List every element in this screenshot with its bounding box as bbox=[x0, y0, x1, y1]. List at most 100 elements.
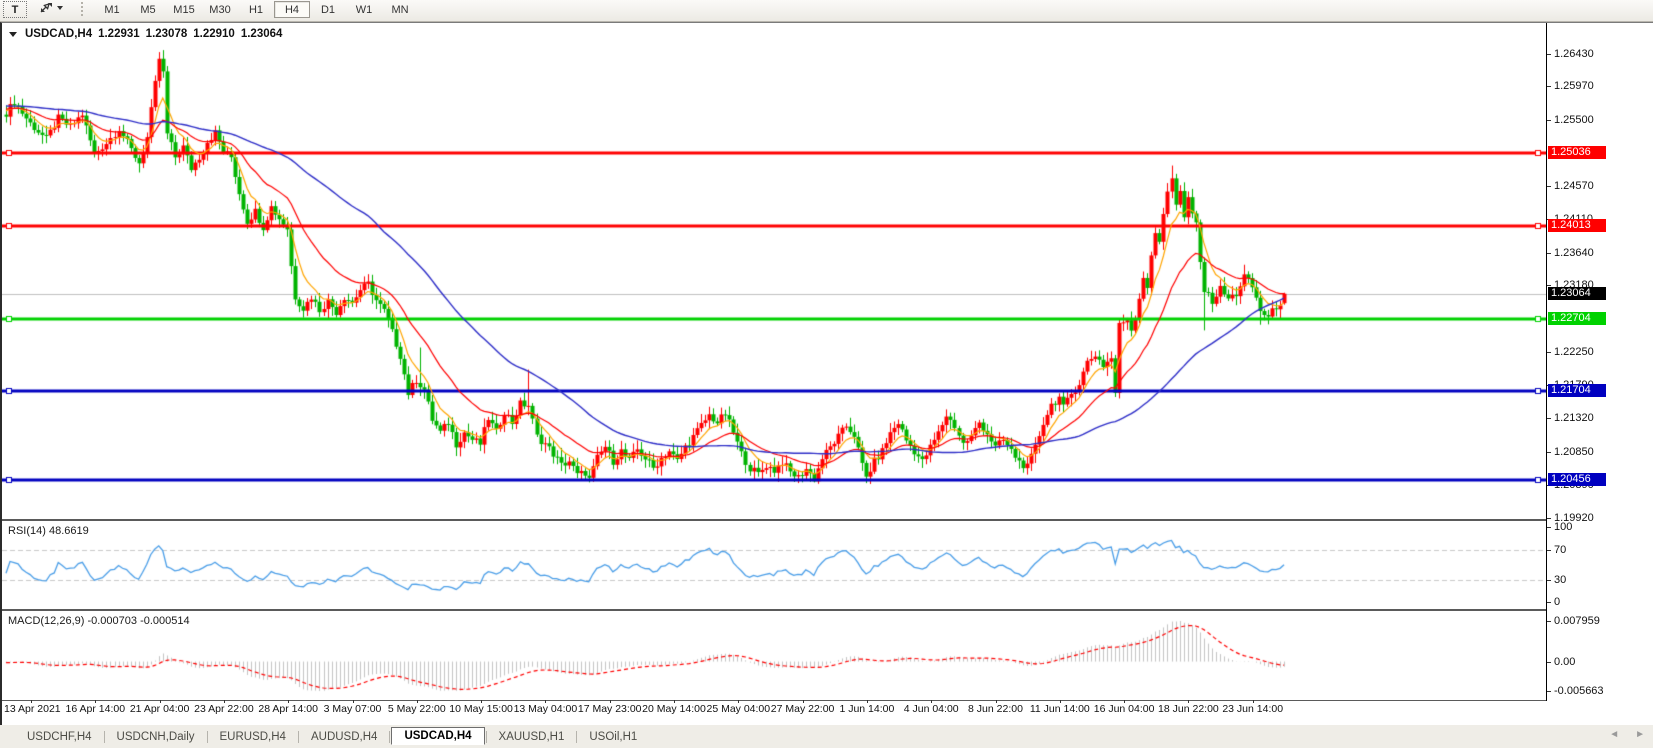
time-tick-label: 4 Jun 04:00 bbox=[903, 703, 959, 715]
hline-price-label[interactable]: 1.25036 bbox=[1548, 145, 1606, 159]
hline-price-label[interactable]: 1.21704 bbox=[1548, 383, 1606, 397]
chart-tab-usdcad-h4[interactable]: USDCAD,H4 bbox=[391, 727, 485, 745]
time-tick-label: 28 Apr 14:00 bbox=[258, 703, 318, 715]
tab-scroll-right-icon[interactable]: ► bbox=[1635, 729, 1645, 740]
rsi-tick-label: 30 bbox=[1554, 573, 1567, 586]
tab-divider bbox=[576, 730, 578, 743]
time-tick-mark bbox=[288, 700, 290, 703]
time-tick-mark bbox=[95, 700, 97, 703]
macd-tick-mark bbox=[1547, 661, 1551, 663]
macd-tick-label: -0.005663 bbox=[1554, 685, 1604, 697]
price-tick-label: 1.24570 bbox=[1554, 180, 1594, 193]
time-tick-label: 13 May 04:00 bbox=[513, 703, 578, 715]
panel-separator[interactable] bbox=[2, 609, 1653, 611]
time-tick-mark bbox=[931, 700, 933, 703]
time-tick-label: 20 May 14:00 bbox=[642, 703, 706, 715]
time-axis[interactable]: 13 Apr 2021 16 Apr 14:00 21 Apr 04:00 23 Ap… bbox=[2, 700, 1546, 715]
time-tick-mark bbox=[416, 700, 418, 703]
chart-tab-eurusd-h4[interactable]: EURUSD,H4 bbox=[219, 730, 286, 743]
time-tick-mark bbox=[159, 700, 161, 703]
hline-price-label[interactable]: 1.24013 bbox=[1548, 219, 1606, 232]
price-tick-label: 1.22250 bbox=[1554, 345, 1594, 358]
time-tick-label: 16 Apr 14:00 bbox=[65, 703, 126, 715]
period-button-w1[interactable]: W1 bbox=[355, 3, 373, 16]
current-price-label[interactable]: 1.23064 bbox=[1548, 286, 1606, 300]
price-tick-mark bbox=[1547, 518, 1551, 520]
time-tick-mark bbox=[674, 700, 675, 703]
chart-tab-xauusd-h1[interactable]: XAUUSD,H1 bbox=[498, 730, 565, 743]
hline-price-label[interactable]: 1.20456 bbox=[1548, 472, 1606, 486]
time-tick-mark bbox=[866, 700, 868, 703]
time-tick-mark bbox=[995, 700, 997, 703]
tab-scroll-left-icon[interactable]: ◄ bbox=[1609, 729, 1620, 740]
time-tick-mark bbox=[1188, 700, 1190, 703]
period-button-mn[interactable]: MN bbox=[391, 3, 409, 16]
price-tick-label: 1.20850 bbox=[1554, 445, 1594, 458]
arrow-tools-icon bbox=[39, 1, 54, 14]
macd-tick-label: 0.00 bbox=[1554, 655, 1576, 668]
price-tick-label: 1.25970 bbox=[1554, 80, 1594, 93]
price-tick-mark bbox=[1547, 53, 1551, 55]
period-button-m5[interactable]: M5 bbox=[140, 3, 156, 16]
price-axis[interactable]: 1.264301.259701.255001.245701.241101.236… bbox=[1546, 23, 1653, 701]
period-button-m1[interactable]: M1 bbox=[104, 3, 120, 16]
panel-separator[interactable] bbox=[2, 519, 1653, 521]
period-button-d1[interactable]: D1 bbox=[320, 3, 336, 16]
time-tick-label: 27 May 22:00 bbox=[770, 703, 835, 715]
time-tick-mark bbox=[352, 700, 354, 703]
price-tick-label: 1.25500 bbox=[1554, 113, 1594, 126]
macd-indicator-canvas[interactable] bbox=[2, 613, 1546, 700]
chart-tab-usdcnh-daily[interactable]: USDCNH,Daily bbox=[116, 730, 195, 743]
time-tick-label: 21 Apr 04:00 bbox=[129, 703, 190, 715]
macd-label: MACD(12,26,9) -0.000703 -0.000514 bbox=[8, 615, 190, 627]
hline-price-label[interactable]: 1.22704 bbox=[1548, 312, 1606, 326]
toolbar-grip[interactable] bbox=[81, 2, 88, 16]
price-tick-mark bbox=[1547, 252, 1551, 254]
macd-tick-mark bbox=[1547, 621, 1551, 622]
macd-tick-mark bbox=[1547, 691, 1551, 692]
chart-workspace: USDCAD,H4 1.22931 1.23078 1.22910 1.2306… bbox=[0, 22, 1653, 726]
time-tick-label: 11 Jun 14:00 bbox=[1029, 703, 1090, 715]
time-tick-label: 10 May 15:00 bbox=[449, 703, 513, 715]
price-tick-mark bbox=[1547, 451, 1551, 453]
time-tick-label: 18 Jun 22:00 bbox=[1158, 703, 1219, 715]
price-tick-mark bbox=[1547, 119, 1551, 121]
price-chart-canvas[interactable] bbox=[2, 23, 1546, 519]
arrow-tools-button[interactable] bbox=[35, 0, 67, 15]
price-tick-label: 1.26430 bbox=[1554, 47, 1594, 60]
time-tick-mark bbox=[802, 700, 804, 703]
time-tick-label: 8 Jun 22:00 bbox=[968, 703, 1023, 715]
close-value: 1.23064 bbox=[240, 28, 283, 40]
chart-tab-usdchf-h4[interactable]: USDCHF,H4 bbox=[27, 730, 92, 743]
tab-divider bbox=[103, 730, 105, 743]
high-value: 1.23078 bbox=[145, 28, 188, 40]
text-tool-button[interactable]: T bbox=[3, 1, 27, 18]
price-tick-mark bbox=[1547, 86, 1551, 88]
chart-tab-audusd-h4[interactable]: AUDUSD,H4 bbox=[310, 730, 378, 743]
chevron-down-icon bbox=[57, 5, 63, 10]
chart-tab-usoil-h1[interactable]: USOil,H1 bbox=[589, 730, 638, 743]
toolbar: T M1 M5 M15 M30 H1 H4 D1 W1 MN bbox=[0, 0, 1653, 22]
time-tick-label: 23 Jun 14:00 bbox=[1222, 703, 1284, 715]
time-tick-mark bbox=[1252, 700, 1254, 703]
rsi-indicator-canvas[interactable] bbox=[2, 521, 1546, 609]
period-button-h1[interactable]: H1 bbox=[248, 3, 264, 16]
chart-tab-bar: USDCHF,H4 USDCNH,Daily EURUSD,H4 AUDUSD,H4 U… bbox=[0, 725, 1653, 748]
time-tick-mark bbox=[738, 700, 740, 703]
period-button-m30[interactable]: M30 bbox=[209, 3, 231, 16]
period-button-m15[interactable]: M15 bbox=[173, 3, 195, 16]
symbol-dropdown-icon[interactable] bbox=[9, 31, 17, 37]
tab-scroll-buttons: ◄ ► bbox=[1609, 729, 1645, 740]
time-tick-label: 13 Apr 2021 bbox=[4, 703, 61, 715]
price-tick-mark bbox=[1547, 285, 1551, 287]
period-button-h4[interactable]: H4 bbox=[274, 1, 310, 18]
rsi-tick-label: 0 bbox=[1554, 596, 1561, 608]
time-tick-label: 3 May 07:00 bbox=[323, 703, 382, 715]
time-tick-label: 17 May 23:00 bbox=[577, 703, 642, 715]
time-tick-label: 23 Apr 22:00 bbox=[194, 703, 254, 715]
tab-divider bbox=[485, 730, 487, 743]
period-toolbar: M1 M5 M15 M30 H1 H4 D1 W1 MN bbox=[94, 0, 418, 18]
time-tick-mark bbox=[31, 700, 32, 703]
low-value: 1.22910 bbox=[193, 28, 235, 40]
